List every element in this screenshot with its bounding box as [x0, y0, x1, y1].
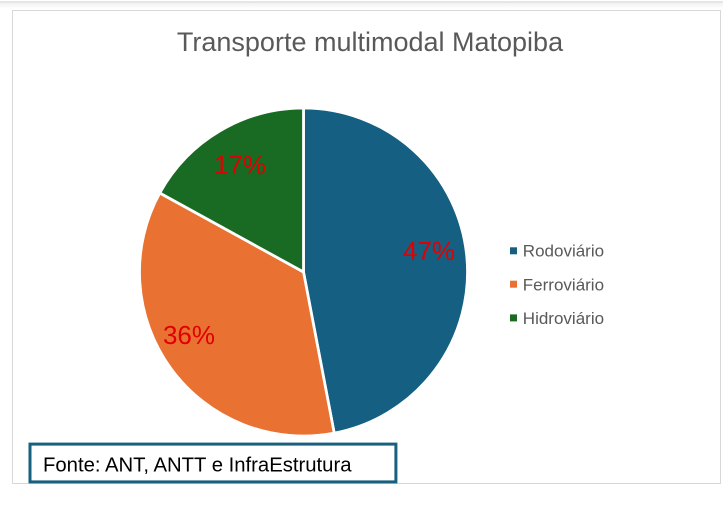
svg-text:Fonte: ANT, ANTT e InfraEstrut: Fonte: ANT, ANTT e InfraEstrutura: [43, 455, 352, 477]
svg-text:Rodoviário: Rodoviário: [523, 242, 604, 261]
svg-text:Ferroviário: Ferroviário: [523, 276, 604, 295]
svg-text:36%: 36%: [163, 320, 215, 350]
svg-text:47%: 47%: [403, 236, 455, 266]
svg-text:17%: 17%: [214, 150, 266, 180]
svg-text:Transporte multimodal Matopiba: Transporte multimodal Matopiba: [177, 27, 564, 57]
svg-text:Hidroviário: Hidroviário: [523, 309, 604, 328]
